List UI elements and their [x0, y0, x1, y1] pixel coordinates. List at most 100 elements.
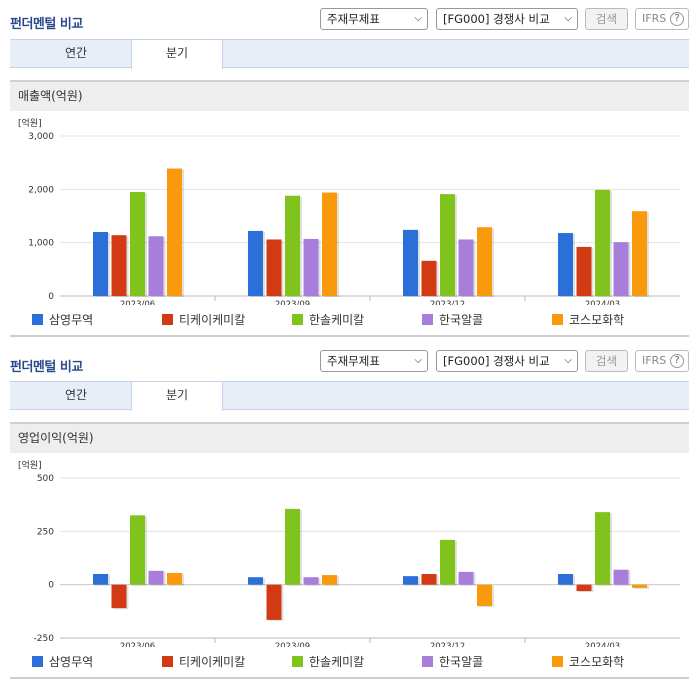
legend-label: 삼영무역 [49, 655, 94, 669]
bar[interactable] [303, 577, 319, 585]
bar[interactable] [93, 232, 108, 296]
ifrs-button[interactable]: IFRS ? [635, 8, 689, 30]
bar[interactable] [458, 239, 474, 296]
legend-label: 코스모화학 [569, 655, 625, 669]
y-tick-label: 1,000 [28, 239, 54, 249]
bar[interactable] [421, 574, 437, 585]
legend-item-koreaalcohol[interactable]: 한국알콜 [422, 654, 483, 670]
ifrs-button[interactable]: IFRS ? [635, 350, 689, 372]
section-title: 펀더멘털 비교 [10, 360, 83, 375]
bar[interactable] [632, 211, 647, 296]
bar[interactable] [595, 189, 610, 296]
bar[interactable] [322, 192, 337, 296]
bar[interactable] [576, 584, 592, 592]
legend-item-cosmo[interactable]: 코스모화학 [552, 312, 624, 328]
x-tick-label: 2023/09 [275, 300, 310, 305]
legend-swatch [32, 656, 43, 667]
section-bottom-rule [10, 677, 689, 679]
bar[interactable] [558, 574, 573, 585]
bar[interactable] [477, 227, 492, 296]
tab-annual[interactable]: 연간 [64, 388, 88, 402]
x-tick-label: 2023/09 [275, 642, 310, 647]
bar[interactable] [632, 584, 647, 588]
y-tick-label: 0 [48, 581, 54, 591]
y-unit-label: [억원] [18, 459, 42, 471]
legend-label: 티케이케미칼 [179, 313, 246, 327]
bar[interactable] [613, 242, 629, 296]
legend-swatch [292, 656, 303, 667]
bar[interactable] [266, 584, 282, 620]
legend-item-samyoung[interactable]: 삼영무역 [32, 312, 93, 328]
legend-label: 삼영무역 [49, 313, 94, 327]
peer-group-select[interactable]: [FG000] 경쟁사 비교 ⌵ [436, 350, 578, 372]
search-button[interactable]: 검색 [585, 8, 628, 30]
bar[interactable] [111, 584, 127, 609]
bar[interactable] [167, 572, 182, 585]
legend-swatch [162, 656, 173, 667]
tab-quarterly[interactable]: 분기 [131, 382, 223, 411]
legend-item-koreaalcohol[interactable]: 한국알콜 [422, 312, 483, 328]
chevron-down-icon: ⌵ [414, 355, 422, 366]
bar[interactable] [440, 539, 455, 585]
legend-label: 티케이케미칼 [179, 655, 246, 669]
bar[interactable] [111, 235, 127, 296]
bar[interactable] [613, 569, 629, 585]
bar[interactable] [266, 239, 282, 296]
statement-select[interactable]: 주재무제표 ⌵ [320, 8, 428, 30]
bar[interactable] [558, 233, 573, 296]
bar[interactable] [403, 229, 418, 296]
bar[interactable] [403, 576, 418, 585]
y-tick-label: -250 [34, 634, 55, 644]
chart-subheader: 영업이익(억원) [10, 422, 689, 453]
bar[interactable] [130, 515, 145, 585]
bar[interactable] [148, 570, 164, 585]
statement-select[interactable]: 주재무제표 ⌵ [320, 350, 428, 372]
bar[interactable] [167, 168, 182, 296]
statement-select-value: 주재무제표 [327, 12, 380, 26]
section-title: 펀더멘털 비교 [10, 17, 83, 32]
bar[interactable] [130, 192, 145, 296]
help-icon: ? [670, 12, 684, 26]
legend-label: 코스모화학 [569, 313, 625, 327]
legend-label: 한국알콜 [439, 655, 484, 669]
tab-quarterly[interactable]: 분기 [131, 40, 223, 69]
legend-swatch [292, 314, 303, 325]
bar[interactable] [576, 246, 592, 296]
section-bottom-rule [10, 335, 689, 337]
bar[interactable] [477, 584, 492, 606]
peer-group-select[interactable]: [FG000] 경쟁사 비교 ⌵ [436, 8, 578, 30]
bar[interactable] [248, 230, 263, 296]
bar[interactable] [248, 577, 263, 585]
fundamental-section-2: 펀더멘털 비교 주재무제표 ⌵ [FG000] 경쟁사 비교 ⌵ 검색 IFRS… [0, 342, 696, 684]
bar[interactable] [322, 575, 337, 585]
x-tick-label: 2023/06 [120, 300, 155, 305]
bar[interactable] [440, 194, 455, 296]
chevron-down-icon: ⌵ [414, 13, 422, 24]
tab-annual[interactable]: 연간 [64, 46, 88, 60]
legend-item-hansol[interactable]: 한솔케미칼 [292, 312, 364, 328]
legend-label: 한국알콜 [439, 313, 484, 327]
chevron-down-icon: ⌵ [564, 13, 572, 24]
bar[interactable] [421, 260, 437, 296]
y-tick-label: 0 [48, 292, 54, 302]
legend-item-hansol[interactable]: 한솔케미칼 [292, 654, 364, 670]
chevron-down-icon: ⌵ [564, 355, 572, 366]
bar[interactable] [595, 512, 610, 585]
bar[interactable] [285, 508, 300, 585]
legend-item-tkchemical[interactable]: 티케이케미칼 [162, 654, 245, 670]
bar[interactable] [148, 236, 164, 296]
y-unit-label: [억원] [18, 117, 42, 129]
operating-profit-bar-chart: [억원] 500 250 0 -250 2023/06 2023/09 2023/12 2024… [18, 459, 680, 647]
legend-item-tkchemical[interactable]: 티케이케미칼 [162, 312, 245, 328]
revenue-bar-chart: [억원] 3,000 2,000 1,000 0 2023/06 2023/09 2023/1… [18, 117, 680, 305]
legend-item-cosmo[interactable]: 코스모화학 [552, 654, 624, 670]
help-icon: ? [670, 354, 684, 368]
search-button[interactable]: 검색 [585, 350, 628, 372]
bar[interactable] [93, 574, 108, 585]
legend-item-samyoung[interactable]: 삼영무역 [32, 654, 93, 670]
bar[interactable] [303, 238, 319, 296]
bar[interactable] [285, 195, 300, 296]
bar[interactable] [458, 571, 474, 585]
ifrs-label: IFRS [642, 354, 667, 367]
y-tick-label: 3,000 [28, 132, 54, 142]
